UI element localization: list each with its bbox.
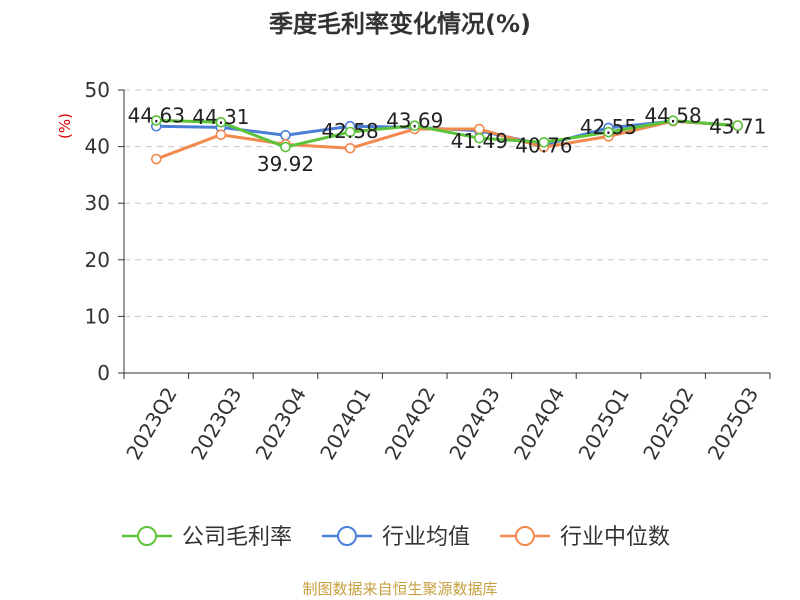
x-tick-label: 2024Q2 (380, 383, 440, 464)
gridlines (124, 89, 770, 317)
y-tick-label: 10 (85, 304, 110, 328)
x-tick-label: 2024Q4 (509, 383, 569, 464)
y-tick-label: 50 (85, 78, 110, 102)
data-label: 39.92 (257, 152, 314, 176)
data-point (280, 129, 291, 141)
data-point (538, 136, 550, 148)
data-label: 42.55 (580, 115, 637, 139)
y-axis-unit-label: (%) (56, 113, 74, 139)
x-tick-label: 2023Q4 (251, 383, 311, 464)
data-label: 44.63 (128, 103, 185, 127)
data-label: 44.31 (192, 105, 249, 129)
legend-swatch-marker (515, 526, 535, 546)
y-tick-label: 30 (85, 191, 110, 215)
x-tick-label: 2025Q1 (574, 383, 634, 464)
data-labels: 44.63 44.31 39.92 42.58 43.69 41.49 40.76 42.55… (128, 103, 767, 176)
x-tick-label: 2025Q2 (638, 383, 698, 464)
y-tick-label: 40 (85, 135, 110, 159)
x-tick-label: 2024Q3 (444, 383, 504, 464)
legend-item-2: 行业均值 (322, 525, 470, 550)
x-tick-label: 2023Q3 (186, 383, 246, 464)
legend-label: 公司毛利率 (182, 525, 292, 550)
data-point (151, 153, 162, 165)
legend-label: 行业均值 (382, 525, 470, 550)
x-tick-label: 2023Q2 (121, 383, 181, 464)
data-point (151, 115, 162, 126)
series-lines (151, 115, 744, 165)
y-tick-label: 0 (97, 361, 110, 385)
legend-item-1: 公司毛利率 (122, 525, 292, 550)
chart-title: 季度毛利率变化情况(%) (269, 10, 531, 38)
legend-swatch-marker (137, 526, 157, 546)
data-label: 43.69 (386, 109, 443, 133)
x-tick-label: 2024Q1 (315, 383, 375, 464)
data-label: 44.58 (644, 104, 701, 128)
series-line (155, 119, 738, 161)
y-tick-label: 20 (85, 248, 110, 272)
data-point (280, 141, 291, 153)
data-point (603, 126, 614, 138)
data-point (344, 142, 356, 154)
data-point (667, 115, 679, 126)
series-line (156, 118, 738, 149)
data-point (215, 129, 227, 141)
data-label: 40.76 (515, 133, 572, 157)
legend-swatch-marker (337, 526, 357, 546)
data-label: 42.58 (321, 119, 378, 143)
legend-label: 行业中位数 (560, 525, 670, 550)
data-point (473, 132, 485, 144)
legend-item-3: 行业中位数 (500, 525, 670, 550)
series-1 (151, 115, 744, 153)
data-point (732, 120, 744, 131)
data-label: 41.49 (451, 129, 508, 153)
data-point (409, 120, 421, 132)
data-point (215, 116, 227, 128)
data-point (344, 126, 356, 138)
data-label: 43.71 (709, 115, 766, 139)
legend: 公司毛利率 行业均值 行业中位数 (122, 525, 670, 550)
x-tick-label: 2025Q3 (703, 383, 763, 464)
source-note: 制图数据来自恒生聚源数据库 (302, 580, 497, 598)
